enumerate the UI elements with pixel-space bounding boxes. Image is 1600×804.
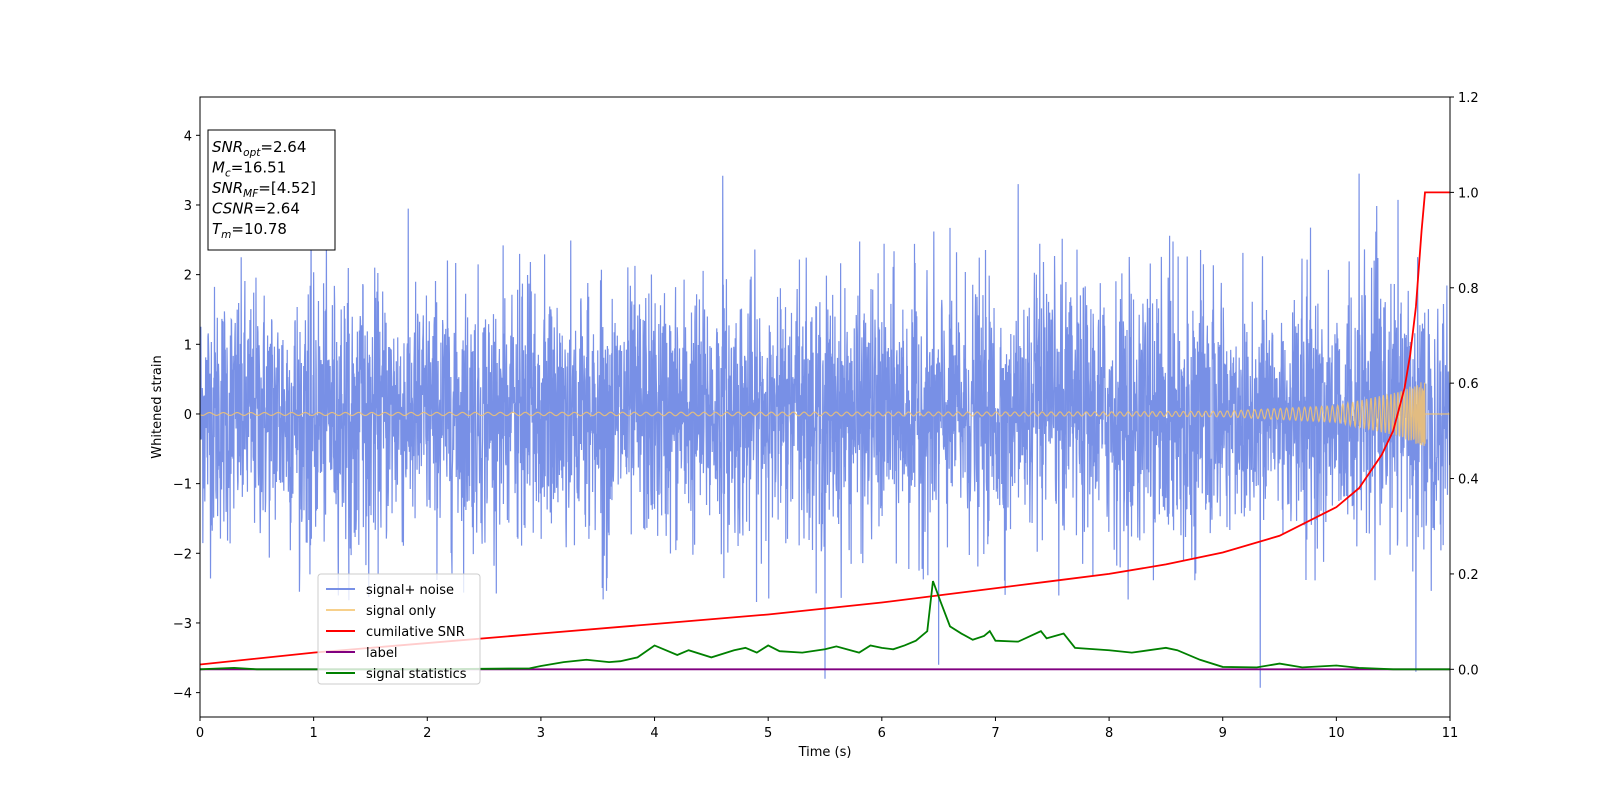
stat-symbol: SNR xyxy=(212,138,243,156)
stat-symbol: T xyxy=(212,220,223,238)
y-left-tick-label: −2 xyxy=(173,547,192,562)
y-axis-label: Whitened strain xyxy=(150,355,165,458)
stat-value: =2.64 xyxy=(260,138,306,156)
y-left-tick-label: −4 xyxy=(173,687,192,702)
legend-frame xyxy=(317,573,481,685)
legend: signal+ noise signal only cumilative SNR la… xyxy=(317,573,481,685)
stat-symbol: M xyxy=(212,159,225,177)
y-left-tick-label: 1 xyxy=(184,338,192,353)
y-left-tick-label: 0 xyxy=(184,408,192,423)
stat-value: =[4.52] xyxy=(258,179,316,197)
series-line-signal-noise xyxy=(200,173,1450,688)
legend-entry-label: cumilative SNR xyxy=(366,625,465,640)
stat-line: Mc=16.51 xyxy=(212,159,286,180)
stat-subscript: c xyxy=(225,168,231,180)
stat-subscript: MF xyxy=(243,188,259,200)
x-tick-label: 7 xyxy=(991,726,999,741)
stat-symbol: CSNR xyxy=(212,200,254,218)
y-left-tick-label: 2 xyxy=(184,269,192,284)
stat-value: =16.51 xyxy=(231,159,287,177)
y-right-tick-label: 1.2 xyxy=(1458,91,1479,106)
series-line-signal-statistics xyxy=(200,580,1450,671)
y-left-tick-label: 4 xyxy=(184,129,192,144)
stats-annotation-box: SNRopt=2.64Mc=16.51SNRMF=[4.52]CSNR=2.64… xyxy=(207,129,336,251)
stat-line: Tm=10.78 xyxy=(212,220,287,241)
legend-entry-label: label xyxy=(366,646,397,661)
series-line-cumilative-snr xyxy=(200,191,1450,666)
x-tick-label: 5 xyxy=(764,726,772,741)
x-tick-label: 4 xyxy=(650,726,658,741)
x-tick-label: 2 xyxy=(423,726,431,741)
annotation-frame xyxy=(207,129,336,251)
series-line-signal-only xyxy=(200,382,1450,446)
x-tick-label: 11 xyxy=(1442,726,1459,741)
x-tick-label: 1 xyxy=(309,726,317,741)
y-right-tick-label: 0.8 xyxy=(1458,282,1479,297)
stat-line: CSNR=2.64 xyxy=(212,200,300,218)
stat-line: SNRMF=[4.52] xyxy=(212,179,316,200)
plot-frame xyxy=(199,96,1451,718)
y-right-axis-ticks: 0.0 0.2 0.4 0.6 0.8 1.0 1.2 xyxy=(1450,91,1479,678)
x-tick-label: 8 xyxy=(1105,726,1113,741)
legend-entry-label: signal statistics xyxy=(366,667,467,682)
y-right-tick-label: 0.0 xyxy=(1458,663,1479,678)
y-right-tick-label: 1.0 xyxy=(1458,186,1479,201)
x-tick-label: 0 xyxy=(196,726,204,741)
y-right-tick-label: 0.4 xyxy=(1458,473,1479,488)
y-left-axis-ticks: −4 −3 −2 −1 0 1 2 3 4 xyxy=(173,129,200,702)
x-axis-ticks: 0 1 2 3 4 5 6 7 8 9 10 11 xyxy=(196,717,1458,741)
y-right-tick-label: 0.6 xyxy=(1458,377,1479,392)
x-tick-label: 10 xyxy=(1328,726,1345,741)
x-tick-label: 3 xyxy=(537,726,545,741)
stat-line: SNRopt=2.64 xyxy=(212,138,306,159)
y-right-tick-label: 0.2 xyxy=(1458,568,1479,583)
y-left-tick-label: 3 xyxy=(184,199,192,214)
x-tick-label: 6 xyxy=(878,726,886,741)
y-left-tick-label: −1 xyxy=(173,478,192,493)
stat-value: =10.78 xyxy=(231,220,287,238)
x-tick-label: 9 xyxy=(1219,726,1227,741)
stat-symbol: SNR xyxy=(212,179,243,197)
x-axis-label: Time (s) xyxy=(798,745,852,760)
stat-subscript: opt xyxy=(243,147,261,159)
legend-entry-label: signal only xyxy=(366,604,436,619)
y-left-tick-label: −3 xyxy=(173,617,192,632)
stat-subscript: m xyxy=(221,229,231,241)
legend-entry-label: signal+ noise xyxy=(366,583,454,598)
stat-value: =2.64 xyxy=(254,200,300,218)
